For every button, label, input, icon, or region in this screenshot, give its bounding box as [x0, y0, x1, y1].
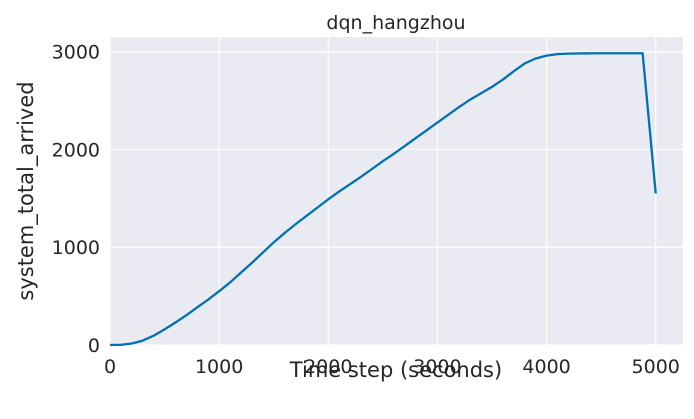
- x-tick-label: 1000: [195, 356, 243, 378]
- y-tick-label: 0: [88, 335, 100, 357]
- y-axis-label: system_total_arrived: [14, 81, 39, 300]
- x-tick-label: 2000: [304, 356, 352, 378]
- x-tick-label: 5000: [632, 356, 680, 378]
- x-axis-label: Time step (seconds): [289, 358, 502, 382]
- x-tick-label: 0: [104, 356, 116, 378]
- y-tick-label: 1000: [52, 237, 100, 259]
- series-line: [109, 52, 657, 347]
- y-tick-label: 2000: [52, 139, 100, 161]
- x-tick-label: 3000: [413, 356, 461, 378]
- chart-title: dqn_hangzhou: [326, 12, 465, 34]
- plot-background: [110, 37, 683, 345]
- x-tick-label: 4000: [522, 356, 570, 378]
- y-tick-labels: 0 1000 2000 3000: [52, 42, 100, 357]
- x-tick-labels: 0 1000 2000 3000 4000 5000: [104, 356, 680, 378]
- y-tick-label: 3000: [52, 42, 100, 64]
